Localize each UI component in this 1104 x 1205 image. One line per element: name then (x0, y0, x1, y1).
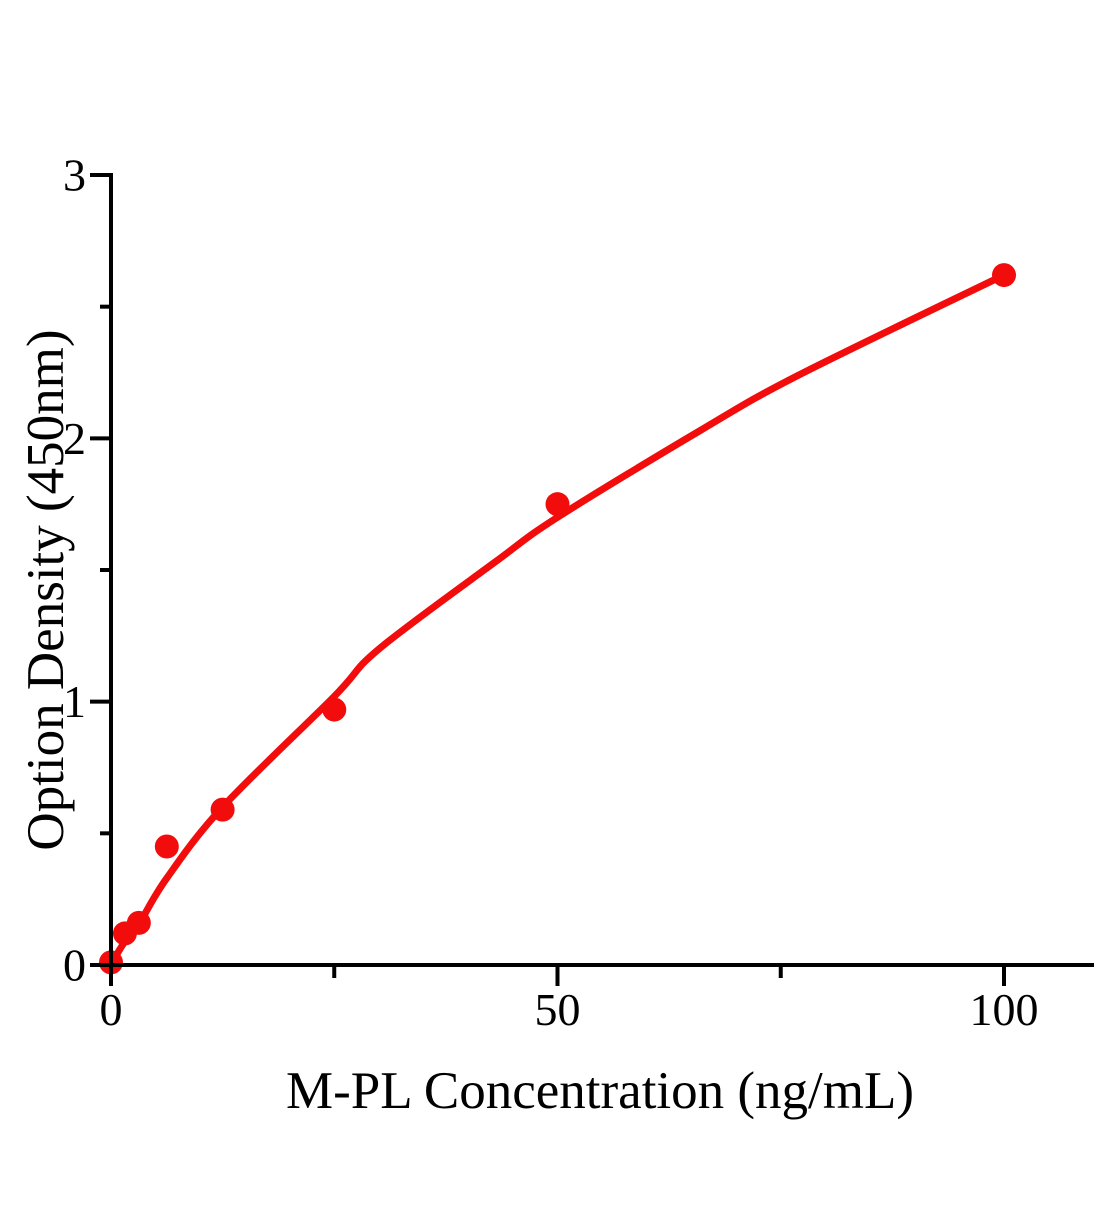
x-tick-label-100: 100 (970, 984, 1039, 1035)
data-point (210, 797, 235, 822)
x-axis-title: M-PL Concentration (ng/mL) (286, 1062, 914, 1120)
plot-layer (99, 263, 1016, 975)
data-point (126, 910, 151, 935)
y-tick-label-2: 2 (63, 413, 86, 464)
data-point (322, 697, 347, 722)
x-tick-label-0: 0 (100, 984, 123, 1035)
y-tick-label-0: 0 (63, 940, 86, 991)
data-point (992, 263, 1016, 288)
y-axis-title: Option Density (450nm) (17, 329, 75, 850)
x-tick-label-50: 50 (535, 984, 581, 1035)
data-point (154, 834, 179, 859)
fit-curve (107, 271, 1008, 969)
label-layer: 0 1 2 3 0 50 100 M-PL Concentration (ng/… (17, 150, 1039, 1121)
y-tick-label-3: 3 (63, 150, 86, 201)
y-tick-label-1: 1 (63, 676, 86, 727)
axis-layer (90, 173, 1094, 986)
data-point (545, 492, 570, 517)
